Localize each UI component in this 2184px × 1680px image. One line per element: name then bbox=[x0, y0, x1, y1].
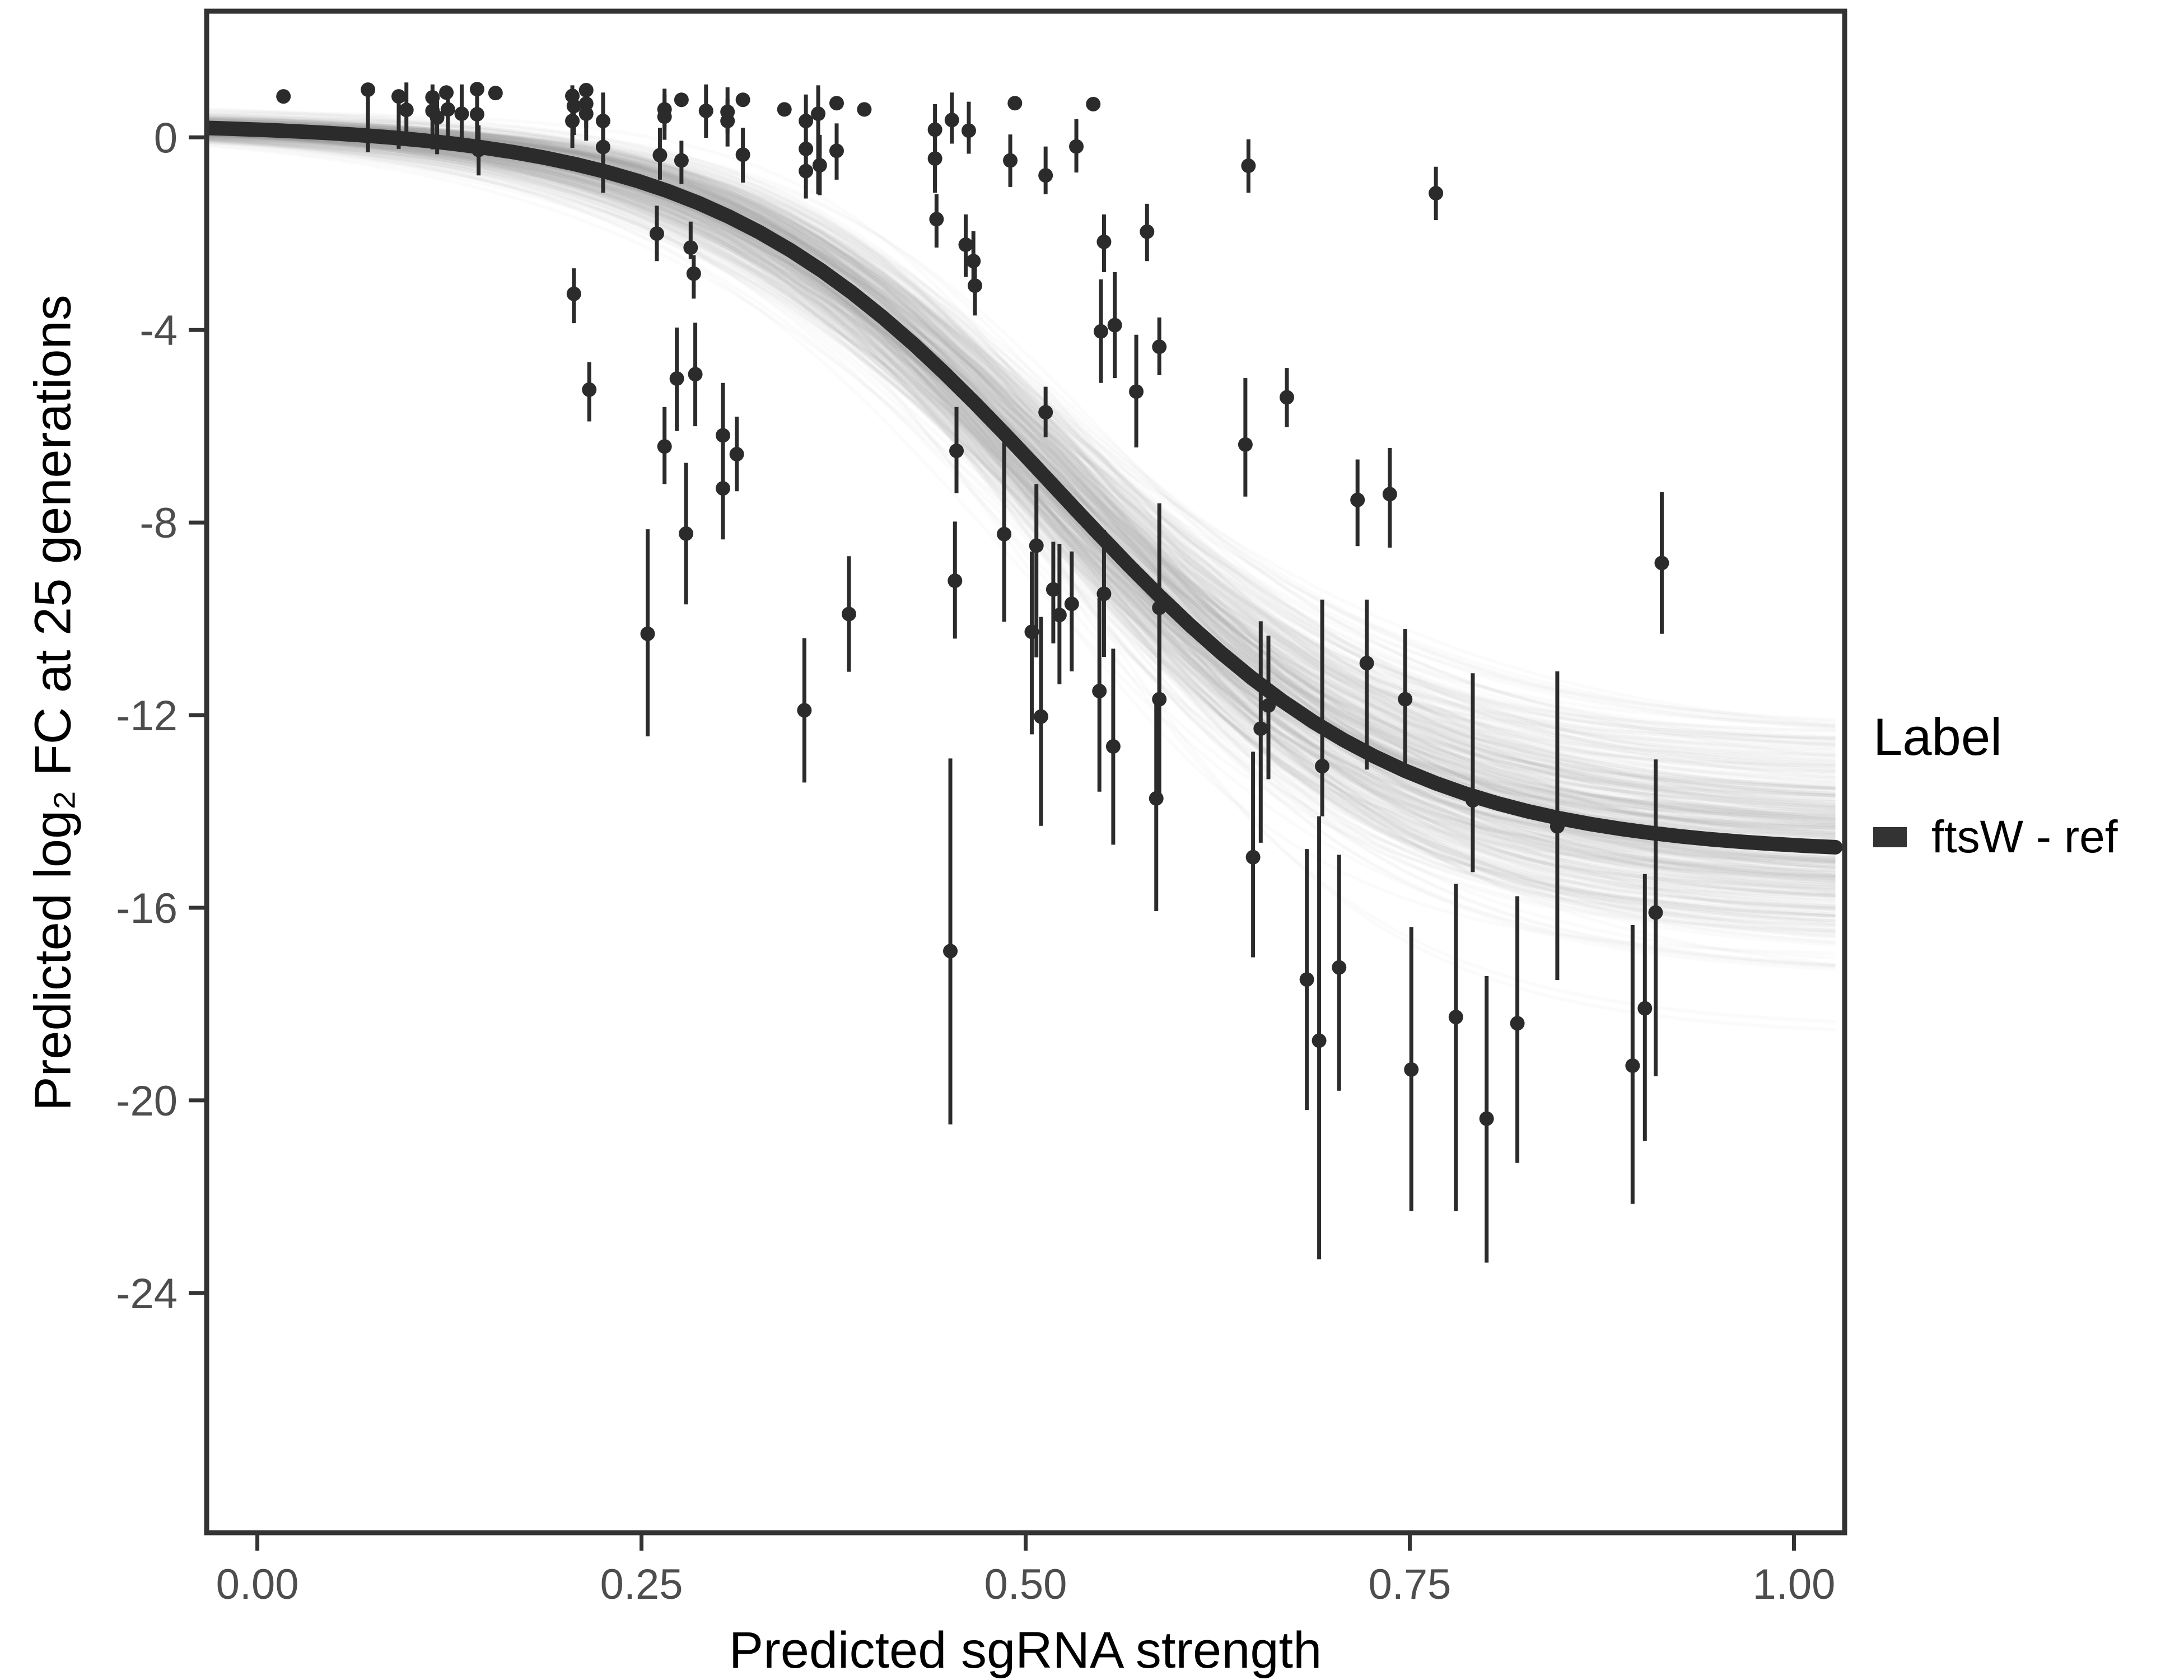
y-tick-label: -8 bbox=[139, 500, 178, 547]
data-points bbox=[276, 82, 1669, 1263]
x-tick-label: 0.00 bbox=[216, 1561, 299, 1608]
x-axis: 0.00 0.25 0.50 0.75 1.00 bbox=[216, 1533, 1835, 1608]
legend-item-label: ftsW - ref bbox=[1931, 811, 2118, 862]
y-tick-label: -4 bbox=[139, 307, 178, 354]
y-axis-title: Predicted log₂ FC at 25 generations bbox=[24, 295, 82, 1111]
y-tick-label: -24 bbox=[116, 1270, 178, 1318]
x-tick-label: 0.25 bbox=[600, 1561, 683, 1608]
x-tick-label: 0.50 bbox=[984, 1561, 1067, 1608]
y-tick-label: -20 bbox=[116, 1077, 178, 1125]
uncertainty-band bbox=[207, 107, 1836, 1032]
legend-title: Label bbox=[1873, 707, 2002, 766]
y-tick-label: -16 bbox=[116, 885, 178, 932]
y-tick-label: -12 bbox=[116, 692, 178, 740]
y-axis: 0 -4 -8 -12 -16 -20 -24 bbox=[116, 114, 207, 1318]
legend-item-ftsw-ref: ftsW - ref bbox=[1873, 811, 2118, 864]
legend: Label ftsW - ref bbox=[1873, 707, 2118, 864]
x-tick-label: 1.00 bbox=[1752, 1561, 1835, 1608]
y-tick-label: 0 bbox=[154, 114, 178, 162]
x-tick-label: 0.75 bbox=[1369, 1561, 1452, 1608]
x-axis-title: Predicted sgRNA strength bbox=[729, 1622, 1322, 1679]
legend-key-swatch bbox=[1873, 827, 1907, 847]
